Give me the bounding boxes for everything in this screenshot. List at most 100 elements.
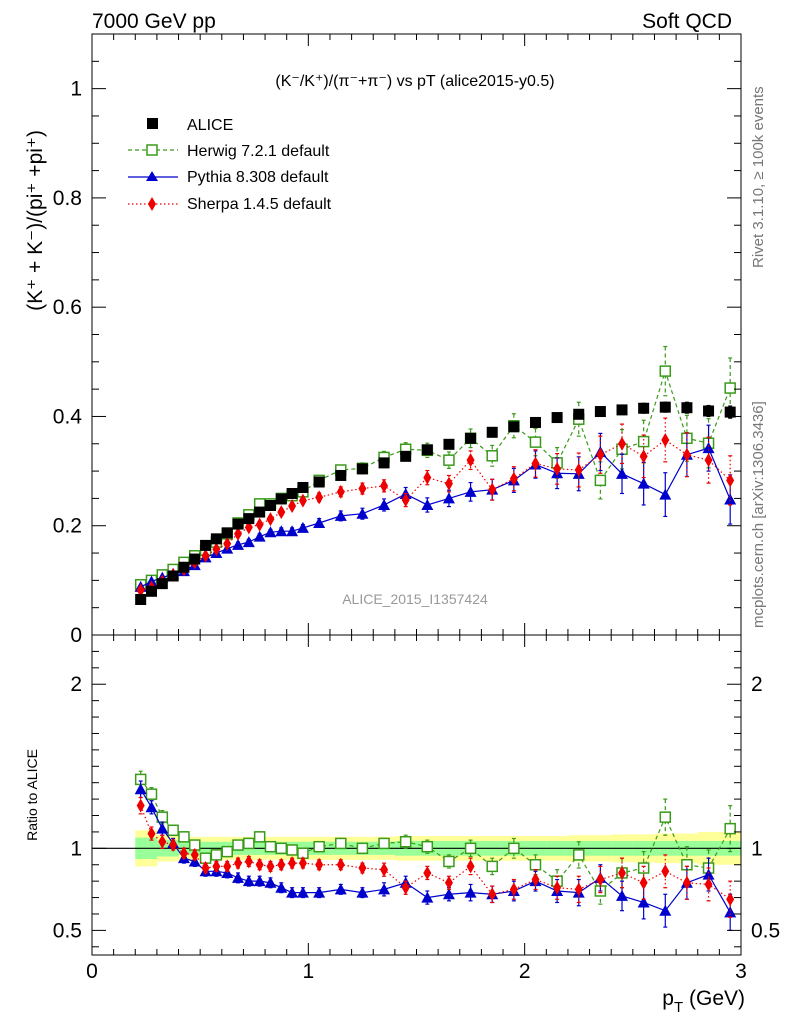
main-point-alice [264,500,276,512]
main-point-pythia [232,538,245,550]
main-y-tick-label: 0 [70,624,82,647]
ratio-point-sherpa [358,861,367,876]
ratio-point-herwig [167,824,179,837]
main-point-alice [703,405,715,417]
main-point-sherpa [488,482,497,497]
ratio-point-sherpa [336,857,345,872]
main-y-tick-label: 0.4 [53,405,83,428]
main-point-sherpa [401,493,410,508]
ratio-point-herwig [335,837,347,850]
ratio-point-sherpa [190,847,199,862]
ratio-point-sherpa [596,872,605,887]
ratio-point-pythia [134,783,147,795]
ratio-point-sherpa [423,865,432,880]
ratio-point-sherpa [574,882,583,897]
main-y-tick-label: 1 [70,78,82,101]
main-point-pythia [659,488,672,500]
main-point-sherpa [336,484,345,499]
main-point-pythia [296,521,309,533]
ratio-point-pythia [242,875,255,887]
ratio-point-pythia [724,906,737,918]
ratio-point-herwig [378,837,390,850]
legend-entry-alice: ALICE [147,117,233,134]
main-point-sherpa [618,436,627,451]
ratio-point-pythia [421,891,434,903]
main-point-pythia [242,536,255,548]
main-point-sherpa [234,526,243,541]
main-y-tick-label: 0.8 [53,187,82,210]
header-left: 7000 GeV pp [92,10,216,33]
ratio-point-herwig [313,840,325,853]
ratio-point-herwig [724,822,736,835]
main-point-sherpa [704,453,713,468]
main-point-pythia [356,507,369,519]
main-point-pythia [313,516,326,528]
x-axis-label: pT (GeV) [662,987,745,1016]
ratio-point-herwig [464,842,477,855]
legend-entry-pythia: Pythia 8.308 default [128,169,329,186]
ratio-point-herwig [421,840,434,853]
ratio-point-sherpa [212,859,221,874]
main-point-pythia [275,525,288,537]
main-point-pythia [616,467,629,479]
main-point-sherpa [266,512,275,527]
main-ylabel: (K⁺ + K⁻)/(pi⁺ +pi⁺) [24,130,47,311]
ratio-point-sherpa [277,857,286,872]
ratio-point-sherpa [255,857,264,872]
main-point-alice [378,457,390,469]
main-point-herwig [659,365,672,377]
ratio-point-herwig [356,842,369,855]
ratio-point-herwig [286,844,298,856]
ratio-point-sherpa [244,854,253,869]
x-tick-label: 0 [86,960,98,983]
main-point-sherpa [682,447,691,462]
main-point-sherpa [380,478,389,493]
ratio-panel-axes: 0 1 2 30.5 0.51 12 2 [53,634,780,983]
x-tick-label: 1 [302,960,314,983]
main-point-alice [465,432,477,444]
ratio-point-pythia [702,868,715,880]
main-point-alice [356,463,368,475]
main-point-alice [443,438,455,450]
ratio-point-sherpa [179,846,188,861]
main-point-pythia [334,509,347,521]
x-tick-label: 2 [519,960,531,983]
main-point-alice [594,406,606,418]
main-title: (K⁻/K⁺)/(π⁻+π⁻) vs pT (alice2015-y0.5) [275,73,554,90]
ratio-point-sherpa [618,865,627,880]
main-point-alice [178,561,190,573]
x-tick-label: 3 [735,960,747,983]
ratio-point-sherpa [639,875,648,890]
ratio-point-herwig [253,831,266,843]
ratio-point-pythia [334,883,347,895]
main-point-sherpa [255,517,264,532]
legend-label-pythia: Pythia 8.308 default [187,169,329,186]
ratio-point-herwig [145,788,158,800]
main-point-pythia [264,526,277,538]
ratio-point-pythia [253,875,266,887]
main-point-sherpa [298,493,307,508]
ratio-point-sherpa [401,880,410,895]
main-y-tick-label: 0.2 [53,515,82,538]
main-point-alice [573,408,585,420]
ratio-point-pythia [616,889,629,901]
ratio-point-sherpa [147,826,156,841]
ratio-point-herwig [178,831,190,843]
ratio-point-sherpa [234,856,243,871]
main-point-alice [638,402,650,414]
main-line-pythia [140,447,731,588]
ratio-point-pythia [356,886,369,898]
main-point-sherpa [596,447,605,462]
ratio-ylabel: Ratio to ALICE [24,749,40,841]
ratio-point-pythia [232,871,245,883]
main-point-sherpa [509,471,518,486]
main-point-sherpa [553,461,562,476]
legend-entry-herwig: Herwig 7.2.1 default [128,143,330,160]
main-point-herwig [529,436,542,448]
main-point-sherpa [277,505,286,520]
main-point-sherpa [212,542,221,557]
ratio-point-herwig [221,845,233,858]
ratio-point-herwig [210,849,223,861]
watermark: ALICE_2015_I1357424 [342,591,488,607]
